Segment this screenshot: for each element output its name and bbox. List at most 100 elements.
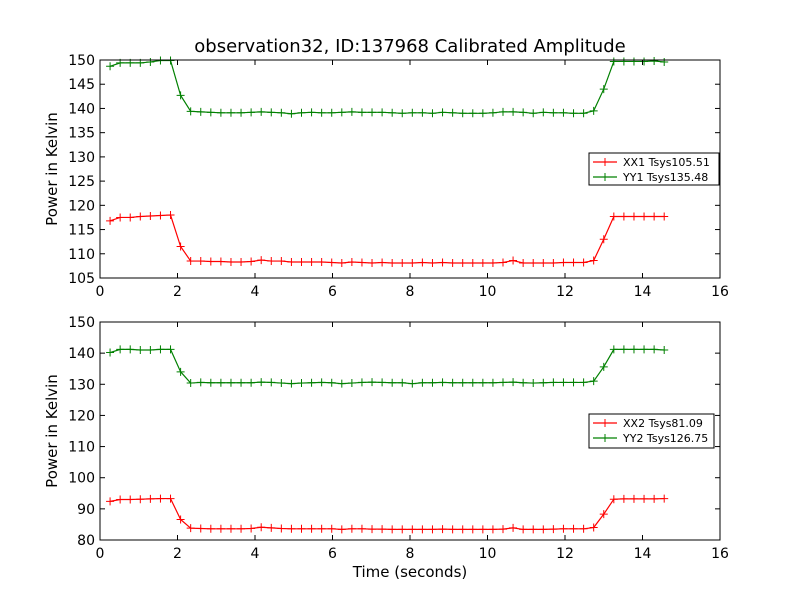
data-point-yy2 xyxy=(287,379,296,388)
y-tick-label: 135 xyxy=(68,126,95,142)
y-tick-label: 80 xyxy=(77,533,95,549)
data-point-yy1 xyxy=(317,108,326,117)
data-point-yy1 xyxy=(428,109,437,118)
x-tick-label: 4 xyxy=(251,546,260,562)
data-point-xx2 xyxy=(589,523,598,532)
data-point-yy1 xyxy=(368,108,377,117)
data-point-yy2 xyxy=(176,367,185,376)
data-point-xx1 xyxy=(529,258,538,267)
data-point-xx2 xyxy=(438,525,447,534)
legend-marker xyxy=(601,173,609,181)
data-point-xx1 xyxy=(287,258,296,267)
data-point-yy2 xyxy=(196,378,205,387)
data-point-xx2 xyxy=(196,524,205,533)
data-point-yy2 xyxy=(136,346,145,355)
legend-marker xyxy=(601,434,609,442)
data-point-xx1 xyxy=(368,258,377,267)
data-point-yy2 xyxy=(589,377,598,386)
y-tick-label: 105 xyxy=(68,271,95,287)
data-point-xx1 xyxy=(388,258,397,267)
data-point-yy1 xyxy=(267,108,276,117)
data-point-xx2 xyxy=(539,525,548,534)
data-point-yy1 xyxy=(388,108,397,117)
data-point-xx1 xyxy=(237,258,246,267)
data-point-xx1 xyxy=(357,258,366,267)
data-point-xx2 xyxy=(267,523,276,532)
data-point-yy1 xyxy=(509,107,518,116)
data-point-xx2 xyxy=(297,524,306,533)
y-tick-label: 140 xyxy=(68,346,95,362)
data-point-yy1 xyxy=(640,57,649,66)
data-point-yy2 xyxy=(619,345,628,354)
data-point-yy2 xyxy=(499,378,507,387)
data-point-xx1 xyxy=(257,256,266,265)
data-point-xx2 xyxy=(478,525,487,534)
data-point-xx1 xyxy=(378,258,387,267)
data-point-xx1 xyxy=(267,257,276,266)
data-point-yy1 xyxy=(559,108,568,117)
legend-marker xyxy=(601,419,609,427)
data-point-xx2 xyxy=(559,524,568,533)
data-point-xx2 xyxy=(166,494,175,503)
data-point-yy1 xyxy=(529,109,538,118)
data-point-xx2 xyxy=(116,495,125,504)
data-point-xx1 xyxy=(347,258,356,267)
x-tick-label: 14 xyxy=(634,546,652,562)
data-point-xx2 xyxy=(378,525,387,534)
data-point-xx1 xyxy=(519,258,528,267)
data-point-xx1 xyxy=(398,258,407,267)
data-point-yy2 xyxy=(297,379,306,388)
data-point-yy1 xyxy=(619,57,628,66)
data-point-xx2 xyxy=(458,525,467,534)
data-point-xx2 xyxy=(408,525,417,534)
data-point-xx2 xyxy=(247,524,256,533)
data-point-yy1 xyxy=(418,108,427,117)
data-point-yy1 xyxy=(408,108,417,117)
data-point-xx2 xyxy=(640,494,649,503)
data-point-xx2 xyxy=(519,525,528,534)
y-tick-label: 115 xyxy=(68,223,95,239)
x-tick-label: 0 xyxy=(96,546,105,562)
series-line-xx1 xyxy=(109,214,665,264)
data-point-yy2 xyxy=(226,378,235,387)
data-point-yy1 xyxy=(186,107,195,116)
y-tick-label: 145 xyxy=(68,77,95,93)
data-point-xx2 xyxy=(569,524,578,533)
data-point-xx1 xyxy=(226,258,235,267)
data-point-yy2 xyxy=(428,378,437,387)
data-point-xx1 xyxy=(136,212,145,221)
data-point-xx2 xyxy=(347,524,356,533)
data-point-yy2 xyxy=(468,378,477,387)
data-point-xx2 xyxy=(398,525,407,534)
data-point-xx1 xyxy=(327,258,336,267)
y-tick-label: 120 xyxy=(68,198,95,214)
data-point-yy2 xyxy=(609,345,618,354)
data-point-xx2 xyxy=(206,524,215,533)
data-point-xx2 xyxy=(106,497,115,506)
data-point-xx2 xyxy=(136,495,145,504)
data-point-yy1 xyxy=(206,108,215,117)
data-point-yy2 xyxy=(116,345,125,354)
data-point-yy1 xyxy=(196,107,205,116)
data-point-yy1 xyxy=(357,108,366,117)
data-point-yy2 xyxy=(629,345,638,354)
data-point-yy1 xyxy=(629,57,638,66)
data-point-yy2 xyxy=(579,378,588,387)
y-axis-label: Power in Kelvin xyxy=(43,374,61,488)
data-point-yy2 xyxy=(559,378,568,387)
data-point-yy2 xyxy=(418,378,427,387)
data-point-yy2 xyxy=(146,346,155,355)
data-point-xx2 xyxy=(499,525,507,534)
y-tick-label: 140 xyxy=(68,101,95,117)
data-point-xx1 xyxy=(448,258,457,267)
data-point-xx1 xyxy=(277,257,286,266)
y-tick-label: 100 xyxy=(68,471,95,487)
data-point-xx2 xyxy=(176,515,185,524)
data-point-yy2 xyxy=(347,379,356,388)
data-point-xx1 xyxy=(146,211,155,220)
data-point-xx2 xyxy=(368,525,377,534)
data-point-xx1 xyxy=(468,258,477,267)
data-point-xx2 xyxy=(307,524,316,533)
data-point-yy1 xyxy=(237,108,246,117)
